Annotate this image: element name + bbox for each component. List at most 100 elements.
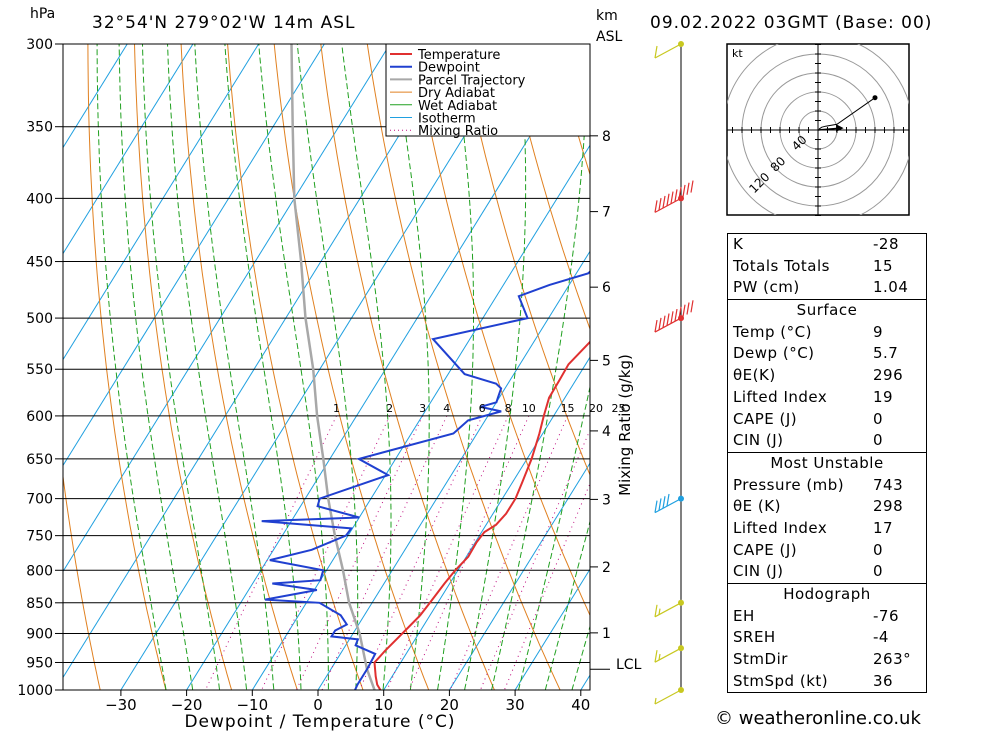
surface-row: CAPE (J) 0	[733, 409, 884, 428]
x-tick-label: −30	[105, 696, 137, 714]
wind-barb	[654, 300, 694, 333]
wind-barb-flag	[662, 195, 666, 209]
legend-entry: Isotherm	[418, 112, 476, 127]
legend-entry: Parcel Trajectory	[418, 73, 526, 88]
height-tick-label: 2	[602, 560, 611, 576]
wind-barb-flag	[654, 45, 658, 59]
wind-barb-flag	[654, 604, 658, 617]
wet-adiabat-line	[118, 44, 194, 690]
most-unstable-section: Most Unstable Pressure (mb) 743 θE (K) 298…	[727, 451, 927, 583]
wind-barb	[654, 645, 684, 663]
surface-row: θE(K) 296	[733, 366, 904, 385]
wind-barb	[654, 493, 684, 514]
height-tick-label: 6	[602, 280, 611, 296]
wind-barb-staff	[654, 647, 682, 663]
hodo-row: StmDir 263°	[733, 650, 912, 669]
wind-barb-flag	[670, 311, 674, 324]
sounding-profiles	[261, 44, 590, 690]
wind-barb-flag	[682, 184, 686, 198]
hodo-row: EH -76	[733, 606, 899, 625]
isotherm-line	[63, 44, 194, 255]
wet-adiabat-line	[544, 519, 590, 690]
mixing-ratio-label: 20	[589, 402, 603, 415]
wind-barb-flag	[662, 315, 666, 328]
isotherm-line	[63, 44, 325, 467]
legend-entry: Temperature	[417, 48, 500, 63]
height-tick-label: 8	[602, 129, 611, 145]
isotherm-line	[317, 250, 590, 690]
pressure-tick-label: 300	[26, 37, 53, 53]
height-unit-label-asl: ASL	[596, 29, 622, 45]
wind-barb-flag	[666, 313, 670, 326]
mu-row: CIN (J) 0	[733, 562, 884, 581]
x-tick-label: 40	[571, 696, 590, 714]
isotherm-line	[383, 356, 590, 690]
wind-barb	[654, 41, 684, 59]
mixing-ratio-axis-title: Mixing Ratio (g/kg)	[616, 354, 634, 496]
surface-row: Lifted Index 19	[733, 387, 894, 406]
axis-labels: 1 2 3 4 6 8 10 15 20 2530035040045050055060065070…	[17, 37, 625, 714]
mixing-ratio-label: 1	[333, 402, 340, 415]
mu-row: CAPE (J) 0	[733, 540, 884, 559]
hodo-row: SREH -4	[733, 628, 889, 647]
wind-barb	[654, 687, 684, 705]
wet-adiabat-line	[141, 44, 221, 690]
wet-adiabat-line	[392, 44, 430, 690]
mixing-ratio-label: 3	[419, 402, 426, 415]
x-tick-label: 0	[313, 696, 323, 714]
mixing-ratio-label: 6	[479, 402, 486, 415]
x-tick-label: 30	[506, 696, 525, 714]
pressure-tick-label: 900	[26, 626, 53, 642]
wind-barb-half-flag	[654, 697, 657, 705]
mixing-ratio-label: 2	[386, 402, 393, 415]
wind-barb-flag	[670, 191, 674, 204]
plot-frame	[62, 43, 591, 691]
mixing-ratio-label: 4	[443, 402, 450, 415]
mixing-ratio-line	[479, 428, 590, 690]
height-tick-label: 7	[602, 205, 611, 221]
isotherm-line	[514, 568, 590, 690]
pressure-tick-label: 550	[26, 362, 53, 378]
pressure-tick-label: 400	[26, 191, 53, 207]
mixing-ratio-line	[408, 415, 530, 690]
wind-barb-flag	[674, 308, 678, 322]
surface-row: CIN (J) 0	[733, 431, 884, 450]
mixing-ratio-line	[358, 415, 483, 690]
parcel-trajectory-line	[290, 44, 376, 690]
station-location: 32°54'N 279°02'W 14m ASL	[92, 13, 356, 33]
legend-entry: Dewpoint	[418, 61, 480, 76]
isotherm-line	[448, 462, 590, 690]
wind-barb-flag	[686, 182, 690, 195]
mixing-ratio-label: 10	[522, 402, 536, 415]
wet-adiabat-line	[224, 44, 302, 690]
pressure-tick-label: 600	[26, 409, 53, 425]
surface-title: Surface	[796, 301, 858, 320]
dewpoint-line	[261, 270, 590, 690]
wind-barb-staff	[654, 602, 682, 618]
stability-indices-table: K -28 Totals Totals 15 PW (cm) 1.04 Surface…	[727, 233, 927, 694]
dry-adiabat-line	[506, 44, 590, 331]
wind-barb-flag	[678, 306, 682, 319]
legend-box	[385, 43, 591, 137]
wind-barb-flag	[674, 189, 678, 202]
isotherm-line	[63, 44, 128, 149]
isotherm-line	[63, 44, 391, 573]
wind-barb-flag	[654, 500, 658, 513]
x-tick-label: −10	[236, 696, 268, 714]
hodograph-trace	[818, 97, 876, 130]
mu-row: Lifted Index 17	[733, 518, 894, 537]
most-unstable-title: Most Unstable	[770, 453, 884, 472]
wet-adiabat-line	[166, 44, 248, 690]
wet-adiabat-line	[296, 44, 359, 690]
x-tick-label: 10	[374, 696, 393, 714]
dry-adiabat-line	[133, 44, 233, 690]
lcl-label: LCL	[616, 657, 642, 673]
pressure-tick-label: 700	[26, 492, 53, 508]
wind-barb-flag	[666, 493, 670, 507]
wet-adiabat-line	[96, 44, 167, 690]
wind-barb	[654, 599, 684, 618]
hodograph-end-dot	[872, 95, 878, 101]
wet-adiabat-line	[341, 44, 392, 690]
wind-barb-half-flag	[658, 608, 661, 615]
